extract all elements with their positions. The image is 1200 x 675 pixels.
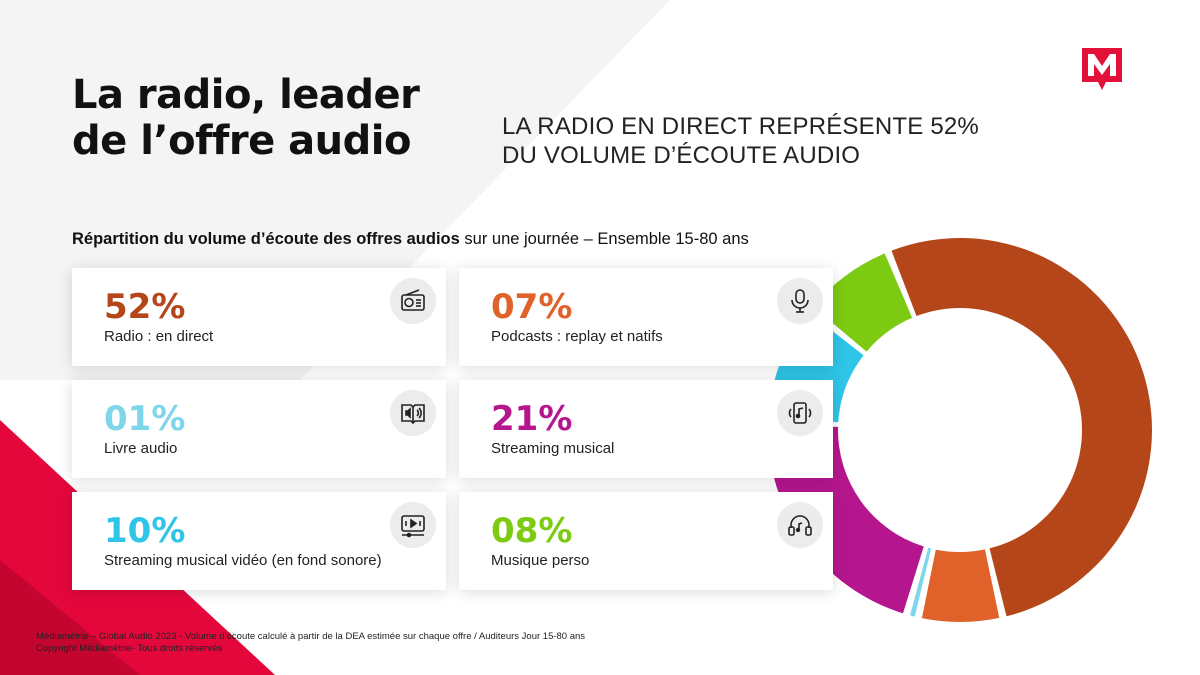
subtitle-line-2: DU VOLUME D’ÉCOUTE AUDIO	[502, 142, 861, 169]
chart-caption: Répartition du volume d’écoute des offre…	[72, 230, 749, 249]
headphones-icon	[777, 502, 823, 548]
page-subtitle: LA RADIO EN DIRECT REPRÉSENTE 52% DU VOL…	[502, 112, 979, 170]
donut-slice-6	[812, 253, 913, 352]
stat-label: Livre audio	[104, 440, 178, 457]
audiobook-icon	[390, 390, 436, 436]
stat-value: 21%	[491, 399, 573, 439]
stat-value: 07%	[491, 287, 573, 327]
microphone-icon	[777, 278, 823, 324]
stat-card-personal-music: 08% Musique perso	[459, 492, 833, 590]
footer-source-line: Médiamétrie – Global Audio 2023 - Volume…	[36, 631, 586, 642]
stat-label: Radio : en direct	[104, 328, 214, 345]
donut-slice-2	[921, 549, 1000, 622]
radio-icon	[390, 278, 436, 324]
donut-slice-1	[891, 238, 1152, 617]
donut-slice-3	[910, 547, 932, 617]
stat-label: Streaming musical	[491, 440, 615, 457]
subtitle-line-1: LA RADIO EN DIRECT REPRÉSENTE 52%	[502, 113, 979, 140]
video-streaming-icon	[390, 502, 436, 548]
footer-copyright-line: Copyright Médiamétrie- Tous droits réser…	[36, 643, 223, 654]
stat-label: Podcasts : replay et natifs	[491, 328, 663, 345]
footer-source: Médiamétrie – Global Audio 2023 - Volume…	[36, 631, 585, 655]
title-line-1: La radio, leader	[72, 72, 420, 118]
stat-card-music-streaming: 21% Streaming musical	[459, 380, 833, 478]
stat-value: 08%	[491, 511, 573, 551]
stat-card-audiobook: 01% Livre audio	[72, 380, 446, 478]
background-dark-red-triangle	[0, 560, 140, 675]
stat-card-video-streaming: 10% Streaming musical vidéo (en fond son…	[72, 492, 446, 590]
stat-card-radio: 52% Radio : en direct	[72, 268, 446, 366]
chart-caption-bold: Répartition du volume d’écoute des offre…	[72, 230, 460, 248]
title-line-2: de l’offre audio	[72, 118, 411, 164]
stat-card-podcasts: 07% Podcasts : replay et natifs	[459, 268, 833, 366]
stat-value: 52%	[104, 287, 186, 327]
page-title: La radio, leader de l’offre audio	[72, 72, 420, 164]
stat-value: 10%	[104, 511, 186, 551]
stat-value: 01%	[104, 399, 186, 439]
chart-caption-rest: sur une journée – Ensemble 15-80 ans	[459, 230, 749, 248]
stat-label: Streaming musical vidéo (en fond sonore)	[104, 552, 382, 569]
stat-label: Musique perso	[491, 552, 590, 569]
mediametrie-logo	[1082, 48, 1122, 90]
music-streaming-icon	[777, 390, 823, 436]
